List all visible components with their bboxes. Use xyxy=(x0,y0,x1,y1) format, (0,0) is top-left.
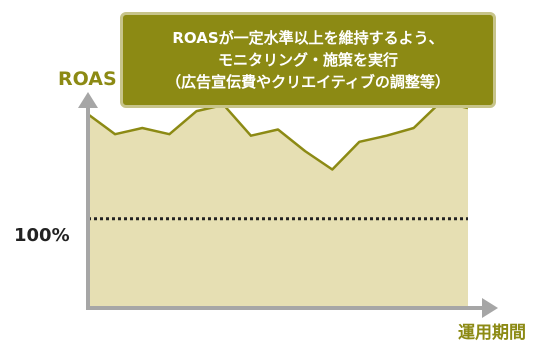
annotation-line-2: モニタリング・施策を実行 xyxy=(217,51,398,69)
roas-area xyxy=(88,101,468,308)
annotation-line-1: ROASが一定水準以上を維持するよう、 xyxy=(172,29,444,47)
y-axis-arrow-icon xyxy=(78,92,98,108)
reference-line-label: 100% xyxy=(14,225,70,246)
annotation-line-3: （広告宣伝費やクリエイティブの調整等） xyxy=(166,73,450,91)
x-axis-label: 運用期間 xyxy=(458,323,526,343)
annotation-callout: ROASが一定水準以上を維持するよう、 モニタリング・施策を実行 （広告宣伝費や… xyxy=(120,12,496,108)
x-axis-arrow-icon xyxy=(482,298,498,318)
roas-line xyxy=(87,100,469,171)
y-axis-label: ROAS xyxy=(58,68,117,90)
